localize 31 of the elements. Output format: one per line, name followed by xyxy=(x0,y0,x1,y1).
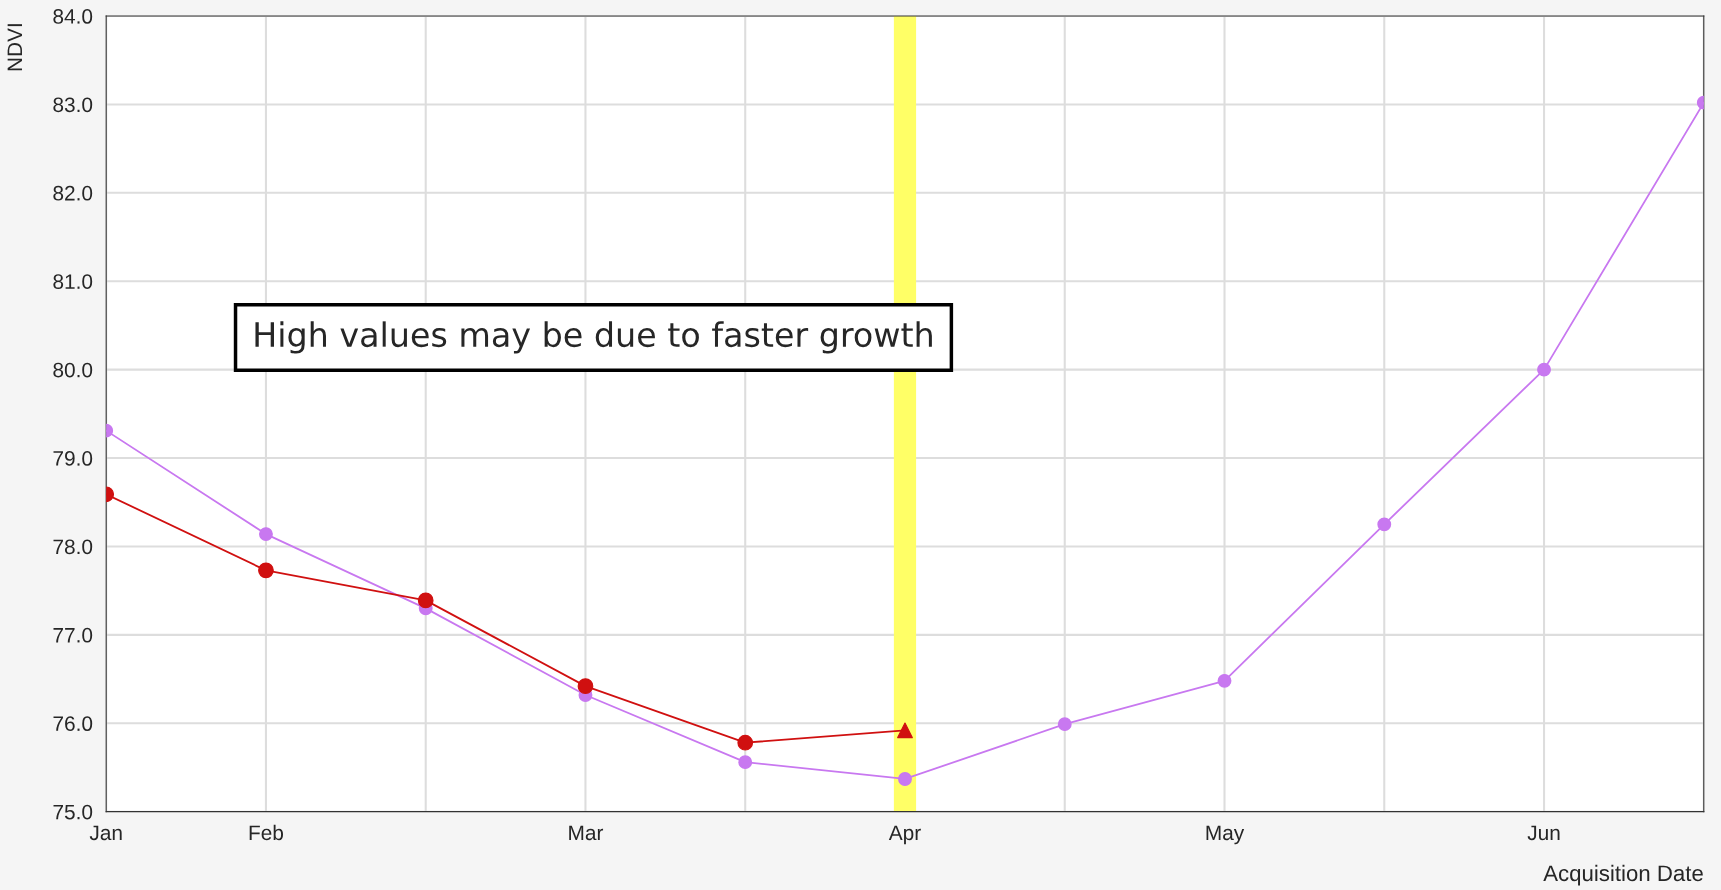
y-tick-label: 83.0 xyxy=(53,97,93,113)
point xyxy=(258,562,274,579)
y-tick-label: 78.0 xyxy=(53,539,93,555)
point xyxy=(1377,517,1392,532)
point xyxy=(577,678,594,695)
x-tick-label: Mar xyxy=(569,825,604,841)
point xyxy=(1217,673,1232,688)
x-tick-label: Jan xyxy=(89,825,122,841)
y-tick-label: 84.0 xyxy=(53,9,93,24)
point xyxy=(737,734,754,751)
x-tick-label: Feb xyxy=(249,824,284,841)
annotation: High values may be due to faster growth xyxy=(255,321,932,354)
point xyxy=(259,527,273,542)
point xyxy=(1057,717,1072,732)
point xyxy=(898,772,912,786)
x-tick-label: Apr xyxy=(888,825,921,845)
y-tick-label: 81.0 xyxy=(53,274,93,289)
y-axis-title: NDVI xyxy=(7,24,22,71)
y-tick-label: 82.0 xyxy=(53,185,93,201)
x-tick-label: Jun xyxy=(1527,825,1560,841)
y-tick-label: 76.0 xyxy=(53,716,93,732)
point xyxy=(897,722,913,739)
y-tick-label: 79.0 xyxy=(53,451,93,466)
y-tick-label: 80.0 xyxy=(53,362,93,378)
point xyxy=(1537,362,1551,377)
point xyxy=(738,755,753,770)
point xyxy=(417,592,434,609)
y-tick-label: 75.0 xyxy=(53,804,93,820)
y-tick-label: 77.0 xyxy=(53,627,93,643)
x-axis-title: Acquisition Date xyxy=(1543,864,1703,886)
x-tick-label: May xyxy=(1206,825,1245,845)
